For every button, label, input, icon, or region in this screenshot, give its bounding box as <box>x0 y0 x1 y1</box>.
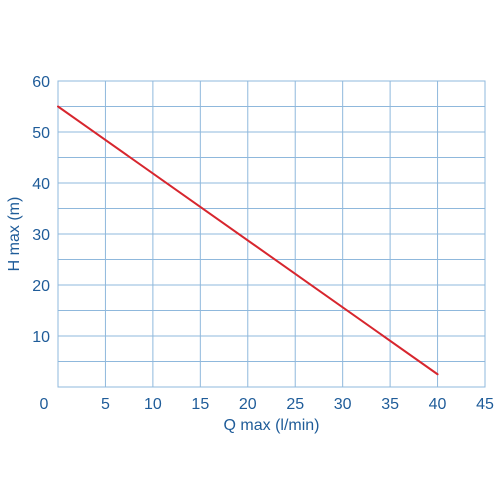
y-tick-labels: 10 20 30 40 50 60 <box>32 74 50 346</box>
y-axis-label: H max (m) <box>6 197 23 272</box>
x-tick-label: 15 <box>191 396 209 413</box>
y-tick-label: 50 <box>32 125 50 142</box>
x-tick-label: 45 <box>476 396 494 413</box>
x-tick-label: 5 <box>101 396 110 413</box>
grid <box>57 81 486 387</box>
y-tick-label: 20 <box>32 278 50 295</box>
x-tick-label: 10 <box>144 396 162 413</box>
x-tick-label: 35 <box>381 396 399 413</box>
y-tick-label: 30 <box>32 227 50 244</box>
plot-frame <box>57 80 486 388</box>
x-tick-label: 30 <box>334 396 352 413</box>
series-line-0 <box>57 105 439 376</box>
x-tick-label: 25 <box>286 396 304 413</box>
x-tick-labels: 0 5 10 15 20 25 30 35 40 45 <box>40 396 494 413</box>
y-tick-label: 60 <box>32 74 50 91</box>
y-tick-label: 10 <box>32 329 50 346</box>
x-axis-label: Q max (l/min) <box>224 417 320 434</box>
x-tick-label: 20 <box>239 396 257 413</box>
x-tick-label: 40 <box>429 396 447 413</box>
x-tick-label: 0 <box>40 396 49 413</box>
series-layer <box>57 105 439 376</box>
y-tick-label: 40 <box>32 176 50 193</box>
